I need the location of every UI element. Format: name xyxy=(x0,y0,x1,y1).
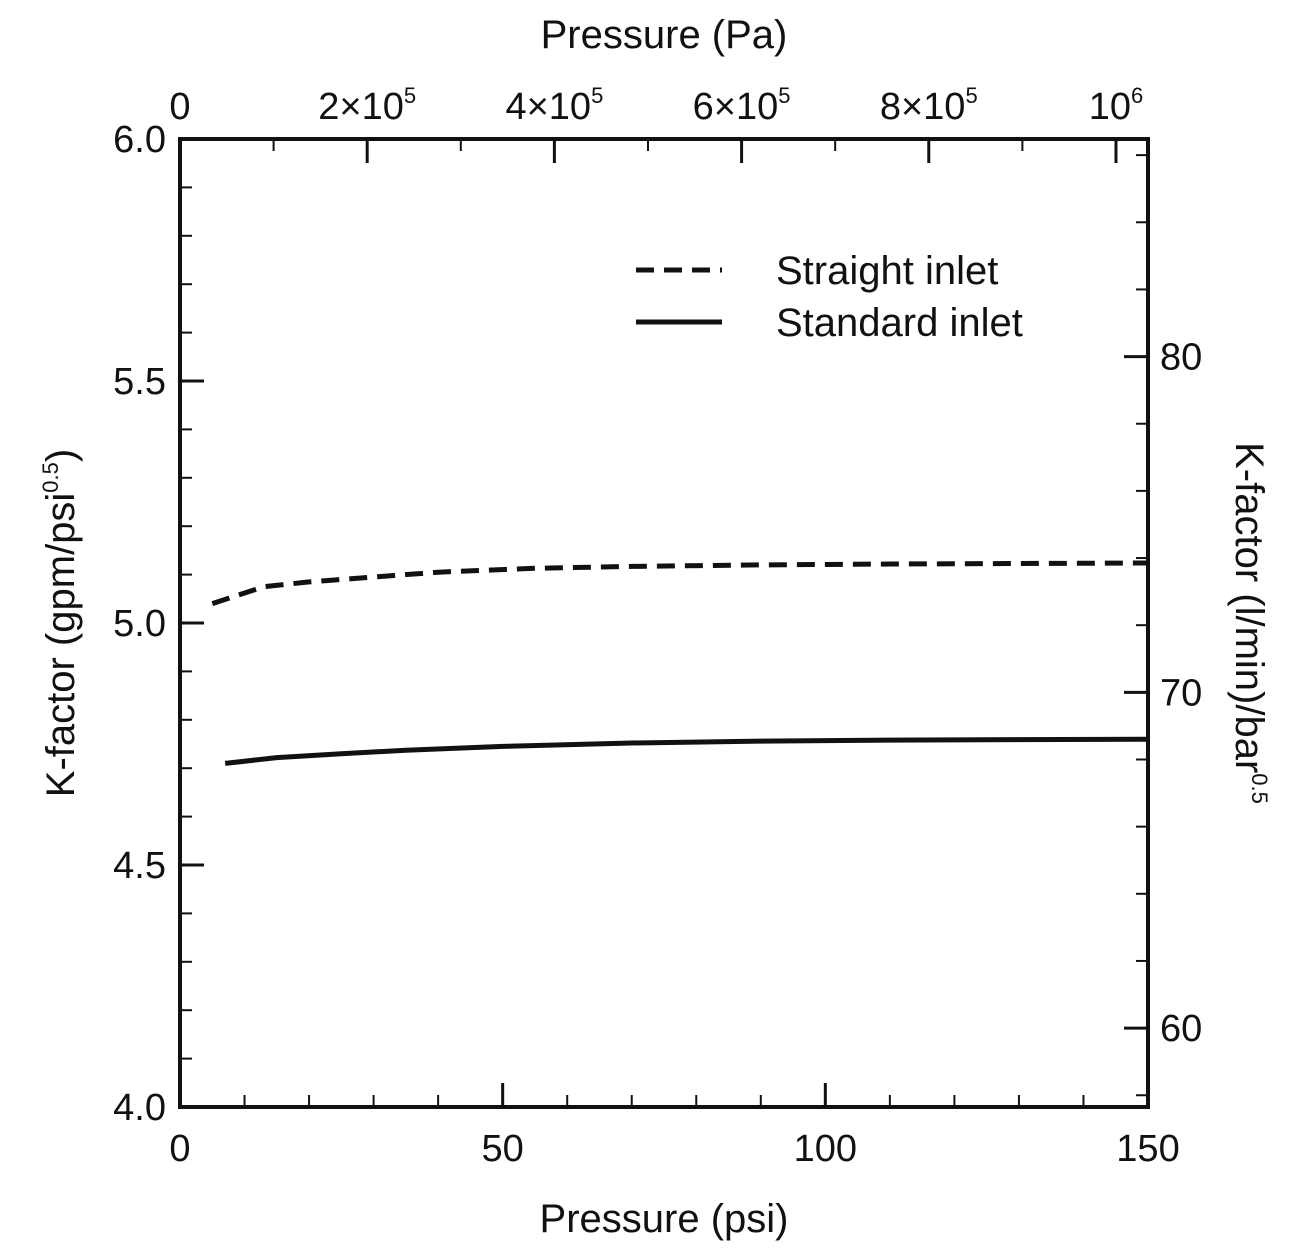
series-line-standard-inlet xyxy=(224,736,1149,766)
y-axis-title-right: K-factor (l/min)/bar0.5 xyxy=(1227,442,1272,804)
legend-label-straight-inlet: Straight inlet xyxy=(776,249,998,293)
x-top-tick-base: 10 xyxy=(1089,86,1131,128)
y-left-tick-label: 5.0 xyxy=(113,603,166,645)
minor-ticks xyxy=(179,138,1149,1108)
x-axis-title-bottom: Pressure (psi) xyxy=(540,1197,789,1241)
x-bottom-tick-label: 100 xyxy=(794,1128,857,1170)
y-left-tick-label: 6.0 xyxy=(113,119,166,161)
x-top-tick-base: 2×10 xyxy=(318,86,404,128)
x-top-tick-label: 2×105 xyxy=(318,83,416,128)
x-top-tick-sup: 5 xyxy=(404,83,416,108)
plot-frame xyxy=(178,137,1150,1109)
x-bottom-tick-label: 0 xyxy=(169,1128,190,1170)
x-top-tick-base: 0 xyxy=(169,86,190,128)
x-top-tick-sup: 5 xyxy=(965,83,977,108)
x-axis-title-top: Pressure (Pa) xyxy=(541,13,788,57)
legend: Straight inlet Standard inlet xyxy=(636,249,1023,345)
x-top-tick-sup: 5 xyxy=(591,83,603,108)
y-left-tick-label: 5.5 xyxy=(113,361,166,403)
y-left-tick-label: 4.0 xyxy=(113,1087,166,1129)
y-right-tick-label: 60 xyxy=(1160,1008,1202,1050)
y-axis-title-left: K-factor (gpm/psi0.5) xyxy=(38,449,83,797)
y-right-tick-label: 80 xyxy=(1160,337,1202,379)
y-left-tick-label: 4.5 xyxy=(113,845,166,887)
x-top-tick-base: 8×10 xyxy=(880,86,966,128)
y-left-label-sup: 0.5 xyxy=(38,462,63,493)
x-bottom-tick-label: 50 xyxy=(482,1128,524,1170)
x-bottom-tick-label: 150 xyxy=(1116,1128,1179,1170)
y-right-label-sup: 0.5 xyxy=(1247,773,1272,804)
x-top-tick-base: 4×10 xyxy=(505,86,591,128)
x-top-tick-label: 106 xyxy=(1089,83,1144,128)
x-top-tick-base: 6×10 xyxy=(693,86,779,128)
x-top-tick-sup: 5 xyxy=(778,83,790,108)
y-left-label-end: ) xyxy=(39,449,83,462)
y-right-tick-label: 70 xyxy=(1160,672,1202,714)
series-lines xyxy=(211,560,1149,766)
x-top-tick-label: 6×105 xyxy=(693,83,791,128)
legend-label-standard-inlet: Standard inlet xyxy=(776,301,1023,345)
y-left-label-main: K-factor (gpm/psi xyxy=(39,493,83,798)
x-top-tick-label: 8×105 xyxy=(880,83,978,128)
x-top-tick-label: 0 xyxy=(169,86,190,128)
major-ticks xyxy=(178,137,1150,1109)
x-top-tick-label: 4×105 xyxy=(505,83,603,128)
x-top-tick-sup: 6 xyxy=(1131,83,1143,108)
y-right-label-main: K-factor (l/min)/bar xyxy=(1227,442,1271,773)
series-line-straight-inlet xyxy=(211,560,1149,606)
